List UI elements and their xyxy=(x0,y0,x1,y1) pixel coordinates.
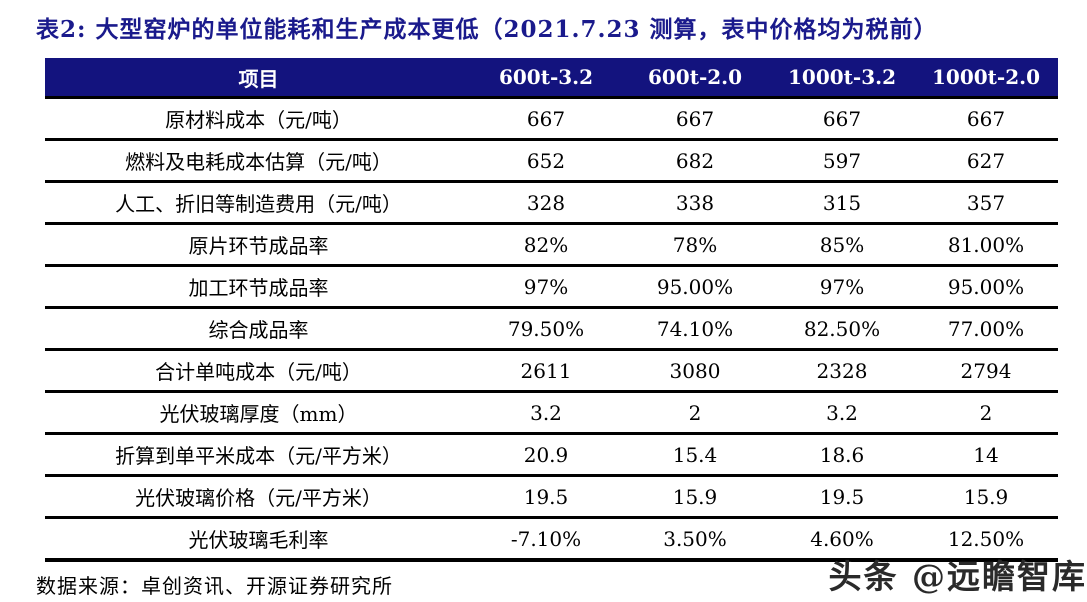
row-label: 综合成品率 xyxy=(45,307,472,351)
cell-value: 2328 xyxy=(770,349,914,393)
cell-value: 14 xyxy=(914,433,1058,477)
row-label: 折算到单平米成本（元/平方米） xyxy=(45,433,472,477)
cell-value: 79.50% xyxy=(472,307,620,351)
cell-value: 2 xyxy=(620,391,770,435)
table-title: 表2: 大型窑炉的单位能耗和生产成本更低（2021.7.23 测算，表中价格均为… xyxy=(36,16,938,43)
cell-value: 15.9 xyxy=(620,475,770,519)
row-label: 光伏玻璃价格（元/平方米） xyxy=(45,475,472,519)
cell-value: 74.10% xyxy=(620,307,770,351)
cell-value: 12.50% xyxy=(914,517,1058,562)
cell-value: 627 xyxy=(914,139,1058,183)
cell-value: 77.00% xyxy=(914,307,1058,351)
row-label: 光伏玻璃厚度（mm） xyxy=(45,391,472,435)
cell-value: 18.6 xyxy=(770,433,914,477)
row-label: 合计单吨成本（元/吨） xyxy=(45,349,472,393)
row-label: 人工、折旧等制造费用（元/吨） xyxy=(45,181,472,225)
cell-value: 667 xyxy=(472,97,620,141)
row-label: 光伏玻璃毛利率 xyxy=(45,517,472,562)
cell-value: 82.50% xyxy=(770,307,914,351)
table-row: 加工环节成品率 97% 95.00% 97% 95.00% xyxy=(45,265,1058,309)
cell-value: 667 xyxy=(620,97,770,141)
cell-value: 95.00% xyxy=(620,265,770,309)
cell-value: 315 xyxy=(770,181,914,225)
table-row: 原材料成本（元/吨） 667 667 667 667 xyxy=(45,97,1058,141)
table-row: 合计单吨成本（元/吨） 2611 3080 2328 2794 xyxy=(45,349,1058,393)
table-row: 原片环节成品率 82% 78% 85% 81.00% xyxy=(45,223,1058,267)
cell-value: 652 xyxy=(472,139,620,183)
cell-value: 81.00% xyxy=(914,223,1058,267)
cell-value: 82% xyxy=(472,223,620,267)
cell-value: 3.2 xyxy=(472,391,620,435)
cell-value: 2794 xyxy=(914,349,1058,393)
row-label: 原片环节成品率 xyxy=(45,223,472,267)
cell-value: 15.4 xyxy=(620,433,770,477)
table-row: 光伏玻璃毛利率 -7.10% 3.50% 4.60% 12.50% xyxy=(45,517,1058,562)
cell-value: 78% xyxy=(620,223,770,267)
cell-value: 338 xyxy=(620,181,770,225)
table-row: 人工、折旧等制造费用（元/吨） 328 338 315 357 xyxy=(45,181,1058,225)
row-label: 燃料及电耗成本估算（元/吨） xyxy=(45,139,472,183)
col-header-600t-2-0: 600t-2.0 xyxy=(620,58,770,99)
data-source-note: 数据来源：卓创资讯、开源证券研究所 xyxy=(36,574,393,598)
table-row: 光伏玻璃厚度（mm） 3.2 2 3.2 2 xyxy=(45,391,1058,435)
table-row: 折算到单平米成本（元/平方米） 20.9 15.4 18.6 14 xyxy=(45,433,1058,477)
col-header-1000t-3-2: 1000t-3.2 xyxy=(770,58,914,99)
cell-value: 2611 xyxy=(472,349,620,393)
cell-value: 3.50% xyxy=(620,517,770,562)
cell-value: 4.60% xyxy=(770,517,914,562)
cell-value: 95.00% xyxy=(914,265,1058,309)
row-label: 加工环节成品率 xyxy=(45,265,472,309)
cell-value: 2 xyxy=(914,391,1058,435)
col-header-1000t-2-0: 1000t-2.0 xyxy=(914,58,1058,99)
table-header-row: 项目 600t-3.2 600t-2.0 1000t-3.2 1000t-2.0 xyxy=(45,58,1058,99)
cell-value: 682 xyxy=(620,139,770,183)
cell-value: 20.9 xyxy=(472,433,620,477)
cell-value: 3080 xyxy=(620,349,770,393)
cell-value: 19.5 xyxy=(472,475,620,519)
cell-value: 15.9 xyxy=(914,475,1058,519)
cell-value: 97% xyxy=(770,265,914,309)
table-row: 燃料及电耗成本估算（元/吨） 652 682 597 627 xyxy=(45,139,1058,183)
watermark: 头条 @远瞻智库 xyxy=(828,557,1087,596)
cell-value: 97% xyxy=(472,265,620,309)
cell-value: 667 xyxy=(770,97,914,141)
cell-value: 3.2 xyxy=(770,391,914,435)
col-header-600t-3-2: 600t-3.2 xyxy=(472,58,620,99)
row-label: 原材料成本（元/吨） xyxy=(45,97,472,141)
cell-value: 357 xyxy=(914,181,1058,225)
table-row: 综合成品率 79.50% 74.10% 82.50% 77.00% xyxy=(45,307,1058,351)
cell-value: 328 xyxy=(472,181,620,225)
cell-value: -7.10% xyxy=(472,517,620,562)
cell-value: 85% xyxy=(770,223,914,267)
cell-value: 597 xyxy=(770,139,914,183)
table-row: 光伏玻璃价格（元/平方米） 19.5 15.9 19.5 15.9 xyxy=(45,475,1058,519)
cell-value: 667 xyxy=(914,97,1058,141)
col-header-item: 项目 xyxy=(45,58,472,99)
cost-comparison-table: 项目 600t-3.2 600t-2.0 1000t-3.2 1000t-2.0… xyxy=(45,58,1058,562)
cell-value: 19.5 xyxy=(770,475,914,519)
